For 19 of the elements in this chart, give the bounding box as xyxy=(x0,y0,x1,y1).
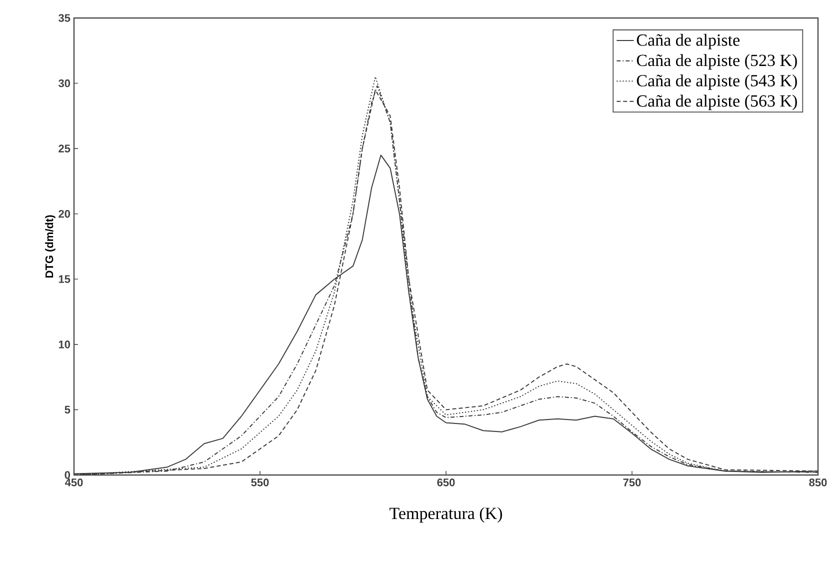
legend-label: Caña de alpiste (543 K) xyxy=(636,74,797,90)
x-tick-label: 850 xyxy=(809,478,827,486)
x-tick-label: 650 xyxy=(437,478,455,486)
x-axis-title: Temperatura (K) xyxy=(390,507,502,523)
legend-label: Caña de alpiste (563 K) xyxy=(636,94,797,110)
x-tick-label: 750 xyxy=(623,478,641,486)
y-tick-label: 35 xyxy=(58,14,70,22)
y-tick-label: 15 xyxy=(58,275,70,283)
y-tick-label: 30 xyxy=(58,79,70,88)
y-tick-label: 5 xyxy=(64,406,70,414)
y-axis-title: DTG (dm/dt) xyxy=(45,215,56,278)
y-tick-label: 25 xyxy=(58,144,70,152)
x-tick-label: 450 xyxy=(65,478,83,486)
x-tick-label: 550 xyxy=(251,478,269,486)
y-tick-label: 10 xyxy=(58,340,70,348)
y-tick-label: 0 xyxy=(64,471,70,479)
legend-label: Caña de alpiste (523 K) xyxy=(636,54,797,70)
legend-label: Caña de alpiste xyxy=(636,34,740,50)
y-tick-label: 20 xyxy=(58,210,70,218)
